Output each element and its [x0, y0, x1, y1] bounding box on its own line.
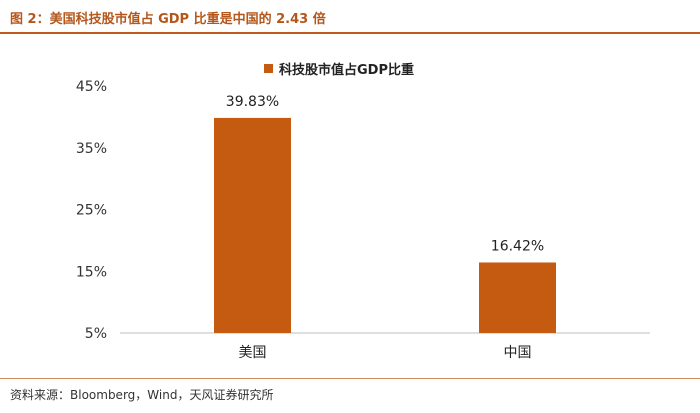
source-rule	[0, 378, 700, 379]
bar	[479, 262, 556, 333]
data-label: 39.83%	[226, 94, 279, 110]
y-tick-label: 45%	[76, 79, 107, 95]
source-note: 资料来源：Bloomberg，Wind，天风证券研究所	[10, 388, 274, 402]
title-rule	[0, 32, 700, 34]
legend-swatch	[264, 64, 273, 73]
bar	[214, 117, 291, 334]
legend: 科技股市值占GDP比重	[264, 59, 414, 78]
figure-title: 图 2：美国科技股市值占 GDP 比重是中国的 2.43 倍	[10, 12, 326, 27]
x-tick-label: 中国	[504, 345, 532, 361]
legend-label: 科技股市值占GDP比重	[279, 63, 414, 78]
y-tick-label: 25%	[76, 203, 107, 219]
y-tick-label: 5%	[85, 326, 107, 342]
data-label: 16.42%	[491, 238, 544, 254]
y-tick-label: 15%	[76, 264, 107, 280]
y-tick-label: 35%	[76, 141, 107, 157]
x-tick-label: 美国	[239, 345, 267, 361]
